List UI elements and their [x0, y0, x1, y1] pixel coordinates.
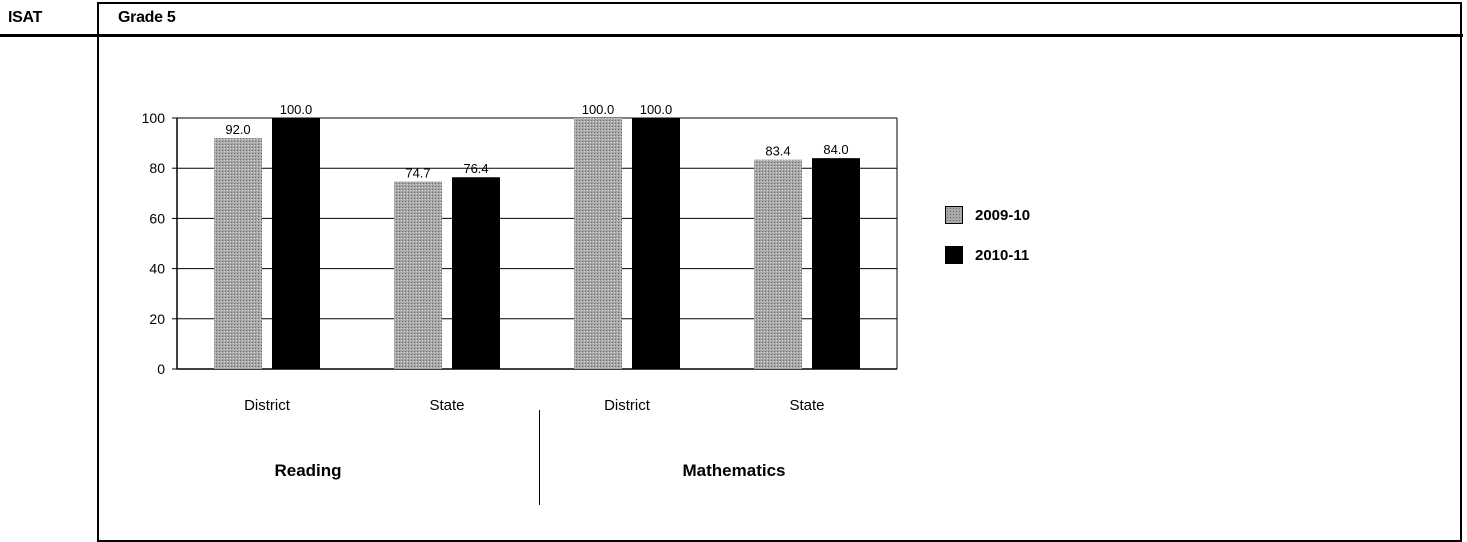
chart-legend: 2009-10 2010-11 [945, 204, 1030, 284]
y-tick-label: 0 [157, 361, 165, 377]
bar-2010-11-state [812, 158, 860, 369]
legend-swatch-2009-10 [945, 206, 963, 224]
legend-swatch-2010-11 [945, 246, 963, 264]
assessment-label: ISAT [8, 9, 43, 26]
y-tick-label: 40 [149, 261, 165, 277]
header-divider [0, 34, 1463, 37]
y-tick-label: 20 [149, 311, 165, 327]
group-label-mathematics: Mathematics [682, 461, 786, 480]
group-label-reading: Reading [274, 461, 342, 480]
group-divider [539, 410, 540, 505]
data-label: 100.0 [640, 102, 673, 117]
legend-item-2010-11: 2010-11 [945, 244, 1030, 266]
y-tick-label: 80 [149, 160, 165, 176]
data-label: 83.4 [765, 144, 790, 159]
data-label: 100.0 [582, 102, 615, 117]
bar-2009-10-district [214, 138, 262, 369]
data-label: 92.0 [225, 122, 250, 137]
category-label: State [789, 397, 824, 414]
data-label: 76.4 [463, 161, 488, 176]
bar-2010-11-state [452, 177, 500, 369]
y-tick-label: 60 [149, 210, 165, 226]
legend-item-2009-10: 2009-10 [945, 204, 1030, 226]
category-label: District [604, 397, 651, 414]
grade-title: Grade 5 [118, 9, 176, 26]
bar-2009-10-state [754, 159, 802, 369]
legend-label-2010-11: 2010-11 [975, 246, 1030, 264]
data-label: 100.0 [280, 102, 313, 117]
bar-2010-11-district [272, 118, 320, 369]
category-label: State [429, 397, 464, 414]
data-label: 74.7 [405, 166, 430, 181]
y-tick-label: 100 [142, 110, 166, 126]
bar-2009-10-district [574, 118, 622, 369]
bar-2010-11-district [632, 118, 680, 369]
legend-label-2009-10: 2009-10 [975, 206, 1031, 224]
bar-chart: 0 20 40 60 80 100 92.0 100.0 District 74.7 76.4 Sta… [142, 102, 898, 414]
bar-2009-10-state [394, 181, 442, 369]
category-label: District [244, 397, 291, 414]
data-label: 84.0 [823, 142, 848, 157]
